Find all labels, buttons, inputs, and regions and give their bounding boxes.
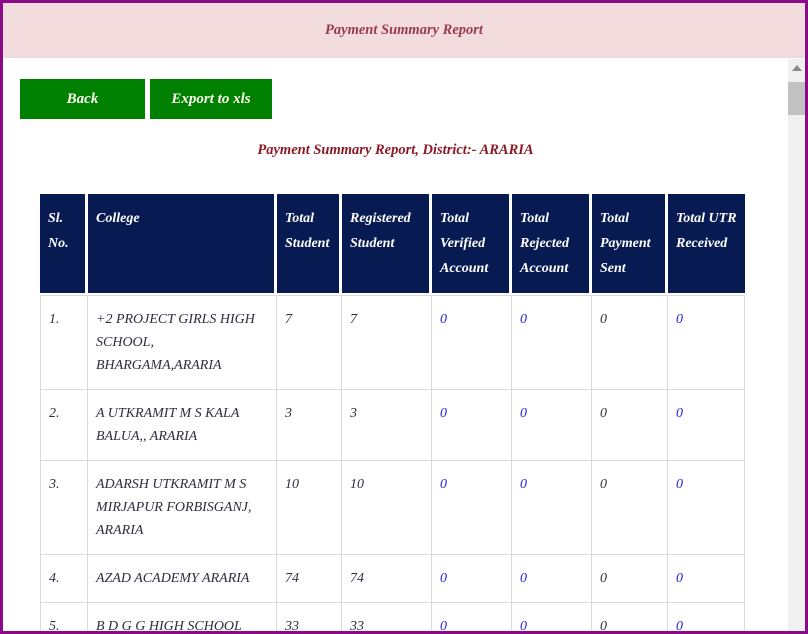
cell-registered-student: 74 (342, 555, 432, 603)
export-to-xls-button[interactable]: Export to xls (150, 79, 272, 119)
rejected-account-link[interactable]: 0 (520, 312, 527, 327)
cell-total-student: 7 (277, 295, 342, 390)
cell-rejected-account: 0 (512, 390, 592, 461)
header-total-rejected-account: Total Rejected Account (512, 194, 592, 295)
cell-college: ADARSH UTKRAMIT M S MIRJAPUR FORBISGANJ,… (88, 461, 277, 555)
header-total-utr-received: Total UTR Received (668, 194, 745, 295)
cell-college: B D G G HIGH SCHOOL (88, 603, 277, 631)
table-body: 1. +2 PROJECT GIRLS HIGH SCHOOL, BHARGAMA… (40, 295, 745, 631)
table-row: 4. AZAD ACADEMY ARARIA 74 74 0 0 0 0 (40, 555, 745, 603)
cell-sl: 2. (40, 390, 88, 461)
verified-account-link[interactable]: 0 (440, 312, 447, 327)
utr-received-link[interactable]: 0 (676, 312, 683, 327)
cell-sl: 1. (40, 295, 88, 390)
cell-total-student: 33 (277, 603, 342, 631)
cell-registered-student: 3 (342, 390, 432, 461)
rejected-account-link[interactable]: 0 (520, 619, 527, 631)
cell-rejected-account: 0 (512, 295, 592, 390)
utr-received-link[interactable]: 0 (676, 477, 683, 492)
cell-total-student: 10 (277, 461, 342, 555)
utr-received-link[interactable]: 0 (676, 406, 683, 421)
utr-received-link[interactable]: 0 (676, 619, 683, 631)
table-row: 2. A UTKRAMIT M S KALA BALUA,, ARARIA 3 3 0 0… (40, 390, 745, 461)
header-total-verified-account: Total Verified Account (432, 194, 512, 295)
cell-rejected-account: 0 (512, 555, 592, 603)
cell-registered-student: 10 (342, 461, 432, 555)
cell-college: +2 PROJECT GIRLS HIGH SCHOOL, BHARGAMA,A… (88, 295, 277, 390)
rejected-account-link[interactable]: 0 (520, 477, 527, 492)
rejected-account-link[interactable]: 0 (520, 406, 527, 421)
cell-rejected-account: 0 (512, 603, 592, 631)
cell-utr-received: 0 (668, 390, 745, 461)
cell-sl: 3. (40, 461, 88, 555)
cell-total-student: 3 (277, 390, 342, 461)
cell-total-student: 74 (277, 555, 342, 603)
cell-utr-received: 0 (668, 295, 745, 390)
rejected-account-link[interactable]: 0 (520, 571, 527, 586)
toolbar: Back Export to xls (20, 79, 788, 119)
back-button[interactable]: Back (20, 79, 145, 119)
cell-payment-sent: 0 (592, 461, 668, 555)
header-registered-student: Registered Student (342, 194, 432, 295)
table-header-row: Sl. No. College Total Student Registered… (40, 194, 745, 295)
report-subtitle: Payment Summary Report, District:- ARARI… (257, 142, 534, 158)
verified-account-link[interactable]: 0 (440, 571, 447, 586)
table-row: 1. +2 PROJECT GIRLS HIGH SCHOOL, BHARGAMA… (40, 295, 745, 390)
cell-utr-received: 0 (668, 555, 745, 603)
vertical-scrollbar[interactable] (788, 59, 805, 631)
verified-account-link[interactable]: 0 (440, 477, 447, 492)
cell-payment-sent: 0 (592, 555, 668, 603)
cell-verified-account: 0 (432, 555, 512, 603)
title-bar: Payment Summary Report (3, 3, 805, 58)
cell-sl: 5. (40, 603, 88, 631)
header-sl-no: Sl. No. (40, 194, 88, 295)
table-row: 3. ADARSH UTKRAMIT M S MIRJAPUR FORBISGAN… (40, 461, 745, 555)
header-college: College (88, 194, 277, 295)
scrollbar-thumb[interactable] (788, 82, 805, 115)
content-area: Back Export to xls Payment Summary Repor… (3, 59, 788, 631)
header-total-student: Total Student (277, 194, 342, 295)
payment-summary-table: Sl. No. College Total Student Registered… (40, 194, 745, 631)
cell-utr-received: 0 (668, 603, 745, 631)
cell-payment-sent: 0 (592, 390, 668, 461)
table-row: 5. B D G G HIGH SCHOOL 33 33 0 0 0 0 (40, 603, 745, 631)
cell-payment-sent: 0 (592, 295, 668, 390)
cell-registered-student: 33 (342, 603, 432, 631)
scroll-up-button[interactable] (788, 59, 805, 76)
header-total-payment-sent: Total Payment Sent (592, 194, 668, 295)
verified-account-link[interactable]: 0 (440, 406, 447, 421)
cell-verified-account: 0 (432, 295, 512, 390)
cell-sl: 4. (40, 555, 88, 603)
scroll-up-icon (791, 64, 802, 71)
verified-account-link[interactable]: 0 (440, 619, 447, 631)
cell-verified-account: 0 (432, 461, 512, 555)
cell-verified-account: 0 (432, 603, 512, 631)
cell-college: A UTKRAMIT M S KALA BALUA,, ARARIA (88, 390, 277, 461)
utr-received-link[interactable]: 0 (676, 571, 683, 586)
cell-college: AZAD ACADEMY ARARIA (88, 555, 277, 603)
page-title: Payment Summary Report (325, 21, 483, 38)
cell-verified-account: 0 (432, 390, 512, 461)
cell-registered-student: 7 (342, 295, 432, 390)
cell-utr-received: 0 (668, 461, 745, 555)
cell-rejected-account: 0 (512, 461, 592, 555)
cell-payment-sent: 0 (592, 603, 668, 631)
